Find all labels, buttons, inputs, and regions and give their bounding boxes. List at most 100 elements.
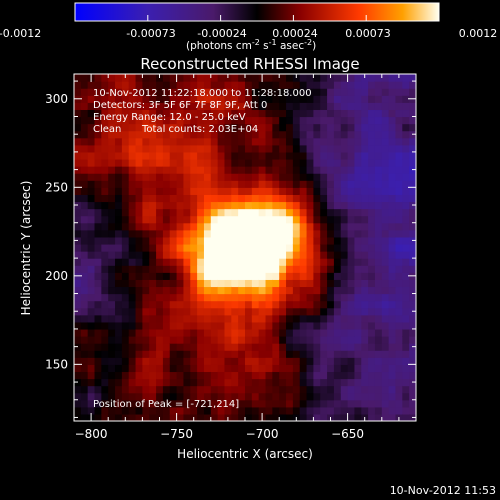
- heatmap-cell: [374, 88, 383, 96]
- heatmap-cell: [299, 307, 308, 316]
- heatmap-cell: [245, 328, 253, 337]
- heatmap-cell: [135, 88, 143, 96]
- heatmap-cell: [340, 321, 349, 330]
- heatmap-cell: [183, 293, 191, 302]
- heatmap-cell: [210, 158, 219, 167]
- heatmap-cell: [231, 300, 239, 309]
- heatmap-cell: [388, 300, 397, 309]
- heatmap-cell: [272, 109, 280, 118]
- heatmap-cell: [149, 222, 157, 231]
- heatmap-cell: [128, 109, 137, 118]
- heatmap-cell: [217, 151, 226, 160]
- heatmap-cell: [374, 364, 383, 373]
- heatmap-cell: [169, 399, 178, 408]
- heatmap-cell: [340, 180, 349, 188]
- heatmap-cell: [190, 321, 198, 330]
- heatmap-cell: [306, 265, 314, 273]
- heatmap-cell: [327, 102, 335, 111]
- heatmap-cell: [347, 123, 356, 132]
- heatmap-cell: [203, 314, 212, 323]
- heatmap-cell: [190, 137, 198, 146]
- heatmap-cell: [156, 173, 164, 181]
- heatmap-cell: [409, 399, 416, 408]
- heatmap-cell: [101, 265, 109, 273]
- heatmap-cell: [74, 208, 82, 217]
- heatmap-cell: [176, 123, 185, 132]
- heatmap-cell: [292, 350, 301, 358]
- heatmap-cell: [292, 336, 301, 344]
- heatmap-cell: [333, 272, 342, 280]
- heatmap-cell: [409, 357, 416, 365]
- heatmap-cell: [265, 328, 273, 337]
- annotation-time-range: 10-Nov-2012 11:22:18.000 to 11:28:18.000: [93, 88, 312, 99]
- heatmap-cell: [306, 74, 314, 82]
- heatmap-cell: [388, 116, 397, 125]
- heatmap-cell: [292, 194, 301, 203]
- heatmap-cell: [279, 215, 287, 224]
- heatmap-cell: [217, 102, 226, 111]
- heatmap-cell: [190, 173, 198, 181]
- heatmap-cell: [354, 321, 362, 330]
- heatmap-cell: [395, 314, 403, 323]
- heatmap-cell: [409, 321, 416, 330]
- heatmap-cell: [169, 357, 178, 365]
- heatmap-cell: [306, 208, 314, 217]
- heatmap-cell: [217, 314, 226, 323]
- heatmap-cell: [94, 116, 102, 125]
- heatmap-cell: [245, 144, 253, 153]
- heatmap-cell: [306, 399, 314, 408]
- heatmap-cell: [156, 88, 164, 96]
- heatmap-cell: [217, 258, 226, 266]
- heatmap-cell: [80, 399, 89, 408]
- heatmap-cell: [224, 137, 232, 146]
- heatmap-cell: [231, 187, 239, 195]
- heatmap-cell: [279, 385, 287, 394]
- heatmap-cell: [272, 357, 280, 365]
- heatmap-cell: [354, 300, 362, 309]
- heatmap-cell: [251, 413, 260, 421]
- heatmap-cell: [162, 222, 171, 231]
- heatmap-cell: [135, 173, 143, 181]
- heatmap-cell: [231, 336, 239, 344]
- heatmap-cell: [74, 357, 82, 365]
- heatmap-cell: [258, 371, 267, 380]
- heatmap-cell: [149, 321, 157, 330]
- heatmap-cell: [320, 406, 328, 415]
- heatmap-cell: [409, 151, 416, 160]
- heatmap-cell: [258, 293, 267, 302]
- heatmap-cell: [374, 215, 383, 224]
- heatmap-cell: [395, 328, 403, 337]
- heatmap-cell: [258, 364, 267, 373]
- heatmap-cell: [251, 144, 260, 153]
- heatmap-cell: [374, 279, 383, 288]
- heatmap-cell: [299, 137, 308, 146]
- heatmap-cell: [258, 385, 267, 394]
- heatmap-cell: [245, 350, 253, 358]
- heatmap-cell: [361, 137, 369, 146]
- heatmap-cell: [361, 130, 369, 139]
- heatmap-cell: [210, 95, 219, 103]
- heatmap-cell: [108, 102, 116, 111]
- heatmap-cell: [197, 413, 205, 421]
- heatmap-cell: [299, 279, 308, 288]
- heatmap-cell: [183, 371, 191, 380]
- heatmap-cell: [121, 151, 130, 160]
- heatmap-cell: [265, 321, 273, 330]
- heatmap-cell: [340, 194, 349, 203]
- heatmap-cell: [320, 279, 328, 288]
- heatmap-cell: [313, 371, 321, 380]
- heatmap-cell: [340, 215, 349, 224]
- heatmap-cell: [320, 229, 328, 238]
- heatmap-cell: [87, 236, 96, 245]
- heatmap-cell: [162, 151, 171, 160]
- heatmap-cell: [299, 251, 308, 259]
- heatmap-cell: [94, 201, 102, 210]
- heatmap-cell: [169, 243, 178, 252]
- annotation-algorithm: Clean: [93, 124, 121, 135]
- heatmap-cell: [279, 88, 287, 96]
- heatmap-cell: [286, 328, 294, 337]
- heatmap-cell: [176, 144, 185, 153]
- heatmap-cell: [361, 399, 369, 408]
- heatmap-cell: [368, 229, 376, 238]
- heatmap-cell: [340, 272, 349, 280]
